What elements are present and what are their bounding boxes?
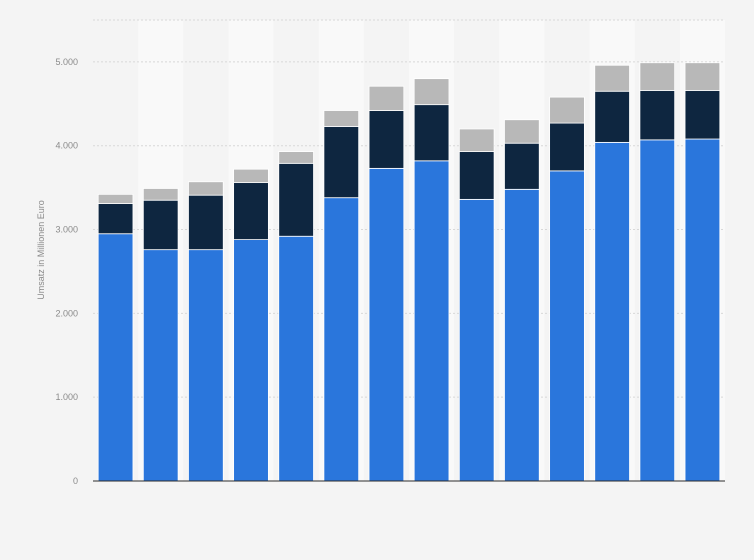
y-axis-title: Umsatz in Millionen Euro: [36, 200, 46, 300]
bar-segment-series-2[interactable]: [458, 151, 495, 200]
bar-segment-series-1[interactable]: [188, 249, 224, 482]
bar-segment-series-1[interactable]: [278, 235, 314, 482]
bar-segment-series-3[interactable]: [549, 96, 585, 124]
bar-segment-series-3[interactable]: [458, 128, 495, 152]
bar-segment-series-2[interactable]: [142, 199, 179, 251]
bar-segment-series-2[interactable]: [368, 110, 405, 169]
bar-segment-series-2[interactable]: [97, 203, 134, 235]
bar-segment-series-3[interactable]: [323, 110, 360, 127]
bar-segment-series-3[interactable]: [188, 181, 224, 196]
bar-segment-series-2[interactable]: [684, 90, 721, 140]
bar-segment-series-1[interactable]: [142, 249, 179, 482]
bar-segment-series-1[interactable]: [97, 233, 134, 482]
bar-segment-series-2[interactable]: [504, 142, 540, 190]
bar-segment-series-2[interactable]: [413, 104, 450, 162]
bar-segment-series-2[interactable]: [323, 126, 360, 199]
y-tick-label: 5.000: [55, 57, 78, 67]
bar-segment-series-1[interactable]: [639, 139, 676, 482]
y-tick-label: 1.000: [55, 392, 78, 402]
bar-segment-series-3[interactable]: [233, 168, 269, 184]
bar-segment-series-3[interactable]: [639, 62, 676, 91]
bar-segment-series-1[interactable]: [413, 160, 450, 482]
bar-segment-series-3[interactable]: [97, 193, 134, 204]
bar-segment-series-1[interactable]: [368, 167, 405, 482]
bar-segment-series-1[interactable]: [504, 188, 540, 482]
y-tick-label: 3.000: [55, 225, 78, 235]
bar-segment-series-1[interactable]: [684, 138, 721, 482]
bar-segment-series-2[interactable]: [233, 182, 269, 241]
bar-segment-series-3[interactable]: [684, 62, 721, 91]
bars: [97, 62, 721, 482]
bar-segment-series-3[interactable]: [368, 85, 405, 111]
bar-segment-series-1[interactable]: [458, 198, 495, 482]
bar-segment-series-2[interactable]: [549, 122, 585, 172]
bar-segment-series-3[interactable]: [594, 64, 630, 92]
bar-segment-series-3[interactable]: [413, 78, 450, 106]
bar-segment-series-1[interactable]: [323, 197, 360, 482]
bar-segment-series-2[interactable]: [188, 194, 224, 251]
y-tick-label: 0: [73, 476, 78, 486]
bar-segment-series-1[interactable]: [549, 170, 585, 482]
y-tick-label: 4.000: [55, 141, 78, 151]
bar-segment-series-2[interactable]: [639, 90, 676, 141]
bar-segment-series-1[interactable]: [233, 239, 269, 482]
bar-segment-series-2[interactable]: [594, 90, 630, 143]
y-tick-label: 2.000: [55, 308, 78, 318]
bar-segment-series-2[interactable]: [278, 162, 314, 237]
bar-segment-series-3[interactable]: [278, 151, 314, 164]
y-tick-labels: 0 1.000 2.000 3.000 4.000 5.000: [55, 57, 78, 486]
bar-segment-series-1[interactable]: [594, 141, 630, 482]
bar-segment-series-3[interactable]: [142, 188, 179, 201]
bar-segment-series-3[interactable]: [504, 119, 540, 144]
